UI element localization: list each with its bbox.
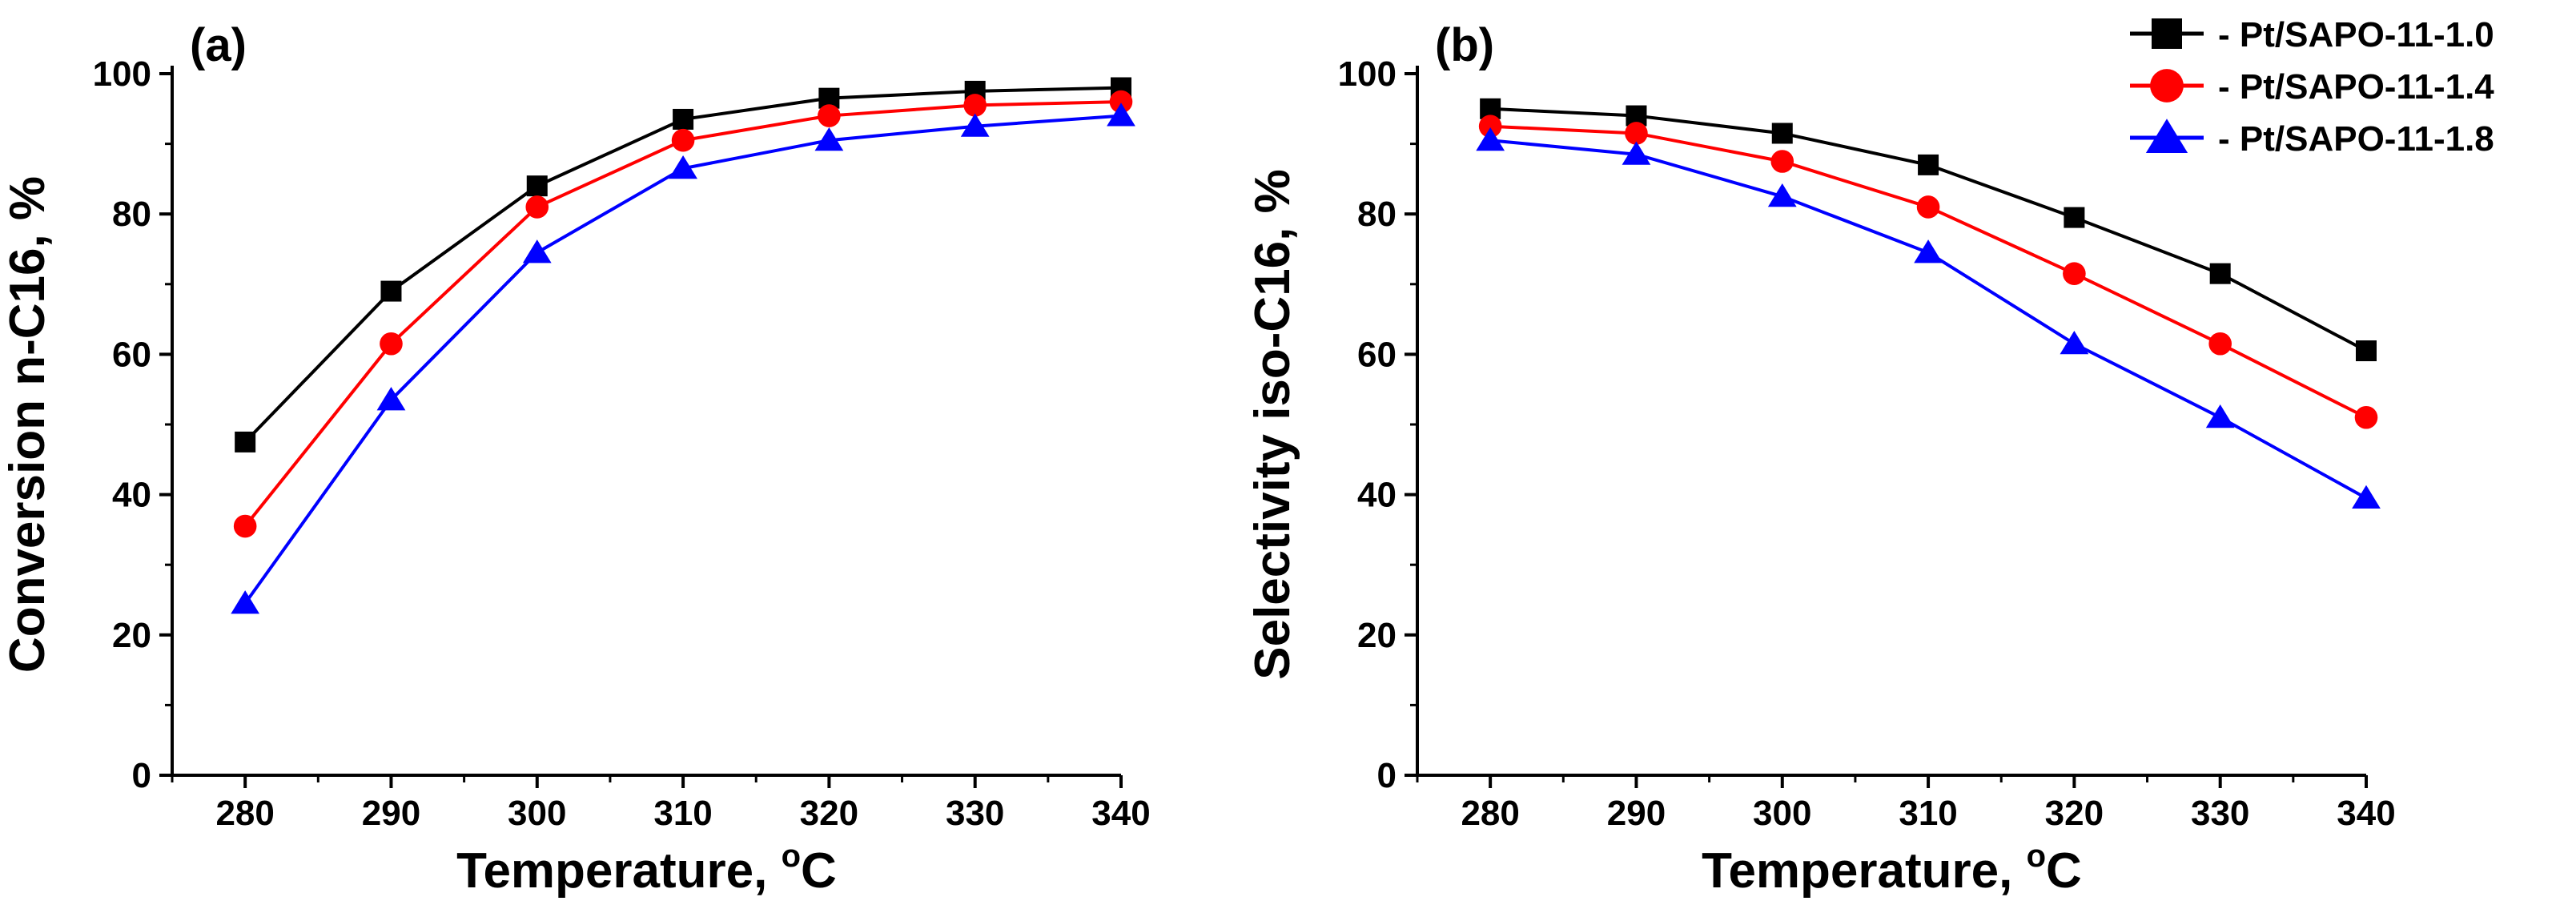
x-tick-label: 320 (2045, 794, 2104, 833)
data-point-marker (526, 175, 548, 197)
panel-label: (a) (190, 19, 247, 71)
data-point-marker (673, 108, 694, 130)
x-tick-label: 340 (2337, 794, 2395, 833)
series-pt-sapo-11-1-4 (1478, 115, 2378, 429)
data-point-marker (814, 127, 844, 151)
data-point-marker (818, 104, 841, 127)
y-tick-label: 0 (132, 756, 151, 795)
x-tick-label: 290 (362, 794, 420, 833)
x-axis-title: Temperature, oC (1702, 839, 2082, 899)
x-tick-label: 280 (215, 794, 274, 833)
y-axis-title: Conversion n-C16, % (0, 176, 55, 673)
x-tick-label: 290 (1607, 794, 1666, 833)
x-tick-label: 310 (653, 794, 712, 833)
data-point-marker (1107, 103, 1135, 127)
x-tick-label: 330 (946, 794, 1004, 833)
data-point-marker (671, 128, 695, 152)
series-pt-sapo-11-1-4 (233, 90, 1133, 538)
y-tick-label: 60 (1357, 335, 1397, 374)
x-tick-label: 330 (2191, 794, 2249, 833)
legend: - Pt/SAPO-11-1.0 - Pt/SAPO-11-1.4 - Pt/SAP… (2130, 15, 2494, 159)
legend-marker (2145, 119, 2188, 153)
data-point-marker (2064, 207, 2085, 228)
x-axis-title-unit: C (2046, 843, 2082, 899)
x-tick-label: 310 (1899, 794, 1957, 833)
x-tick-label: 300 (508, 794, 566, 833)
legend-marker (2150, 69, 2184, 103)
y-tick-label: 20 (1357, 616, 1397, 655)
y-tick-label: 80 (1357, 195, 1397, 234)
data-point-marker (235, 431, 256, 452)
series-pt-sapo-11-1-8 (231, 103, 1135, 614)
y-tick-label: 100 (1338, 54, 1397, 94)
panel-label: (b) (1435, 19, 1494, 71)
chart-panel-a: 0 20 40 60 80 100 280 290 300 310 320 330 340 Tempera… (0, 19, 1151, 899)
data-point-marker (525, 195, 549, 219)
x-axis-title-text: Temperature, (1702, 843, 2026, 899)
x-tick-label: 340 (1091, 794, 1150, 833)
x-tick-label: 320 (800, 794, 858, 833)
legend-entry-label: - Pt/SAPO-11-1.0 (2218, 15, 2494, 54)
data-point-marker (963, 94, 987, 117)
data-point-marker (2060, 331, 2089, 355)
series-pt-sapo-11-1-8 (1476, 127, 2381, 509)
y-tick-label: 100 (93, 54, 151, 94)
y-tick-label: 60 (112, 335, 151, 374)
data-point-marker (231, 590, 260, 614)
data-point-marker (960, 113, 990, 137)
x-axis-title: Temperature, oC (456, 839, 837, 899)
data-point-marker (1625, 122, 1648, 145)
data-point-marker (669, 155, 697, 179)
y-tick-label: 40 (1357, 476, 1397, 515)
x-axis-title-text: Temperature, (456, 843, 781, 899)
y-tick-label: 80 (112, 195, 151, 234)
x-tick-label: 280 (1461, 794, 1519, 833)
data-point-marker (1771, 123, 1793, 144)
data-point-marker (380, 280, 402, 302)
x-tick-label: 300 (1753, 794, 1811, 833)
y-tick-label: 20 (112, 616, 151, 655)
data-point-marker (2354, 405, 2378, 429)
data-point-marker (376, 387, 406, 411)
data-point-marker (1478, 115, 1502, 138)
legend-marker (2152, 18, 2182, 49)
data-point-marker (2208, 332, 2232, 356)
data-point-marker (1770, 150, 1794, 173)
data-point-marker (2205, 404, 2235, 428)
data-point-marker (1622, 141, 1651, 165)
data-point-marker (2209, 263, 2231, 284)
data-point-marker (1914, 239, 1943, 263)
legend-entry-label: - Pt/SAPO-11-1.4 (2218, 67, 2494, 107)
x-axis-title-superscript: o (782, 839, 801, 874)
series-line (1489, 139, 2367, 500)
data-point-marker (1109, 90, 1133, 114)
data-point-marker (2352, 485, 2381, 509)
data-point-marker (2356, 340, 2377, 362)
chart-panel-b: 0 20 40 60 80 100 280 290 300 310 320 330 340 Tempera… (1245, 15, 2494, 899)
y-axis-title: Selectivity iso-C16, % (1245, 169, 1300, 680)
data-point-marker (1916, 195, 1940, 219)
legend-entry-label: - Pt/SAPO-11-1.8 (2218, 119, 2494, 159)
data-point-marker (233, 514, 257, 538)
data-point-marker (1767, 183, 1797, 207)
x-axis-title-unit: C (801, 843, 837, 899)
y-tick-label: 40 (112, 476, 151, 515)
data-point-marker (1476, 127, 1505, 151)
data-point-marker (2063, 262, 2086, 285)
data-point-marker (380, 332, 403, 356)
x-axis-title-superscript: o (2027, 839, 2046, 874)
y-tick-label: 0 (1377, 756, 1397, 795)
data-point-marker (522, 239, 552, 263)
data-point-marker (1918, 154, 1939, 175)
